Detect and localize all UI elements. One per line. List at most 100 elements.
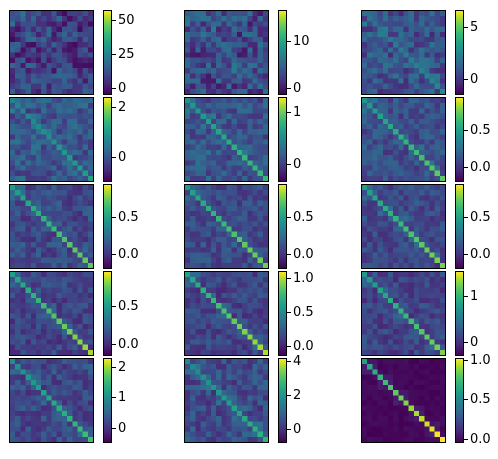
colorbar-tick — [464, 360, 468, 361]
heatmap-cells — [10, 185, 93, 268]
colorbar-tick-label: 0 — [293, 81, 302, 96]
colorbar-tick — [112, 88, 116, 89]
colorbar-tick — [287, 312, 291, 313]
colorbar-tick-label: 0.5 — [293, 210, 314, 225]
colorbar-tick-label: 0.5 — [470, 392, 491, 407]
colorbar-tick — [112, 217, 116, 218]
heatmap-cells — [185, 272, 268, 355]
colorbar-tick-label: 0.0 — [118, 247, 139, 262]
colorbar — [103, 271, 112, 356]
colorbar — [103, 10, 112, 95]
colorbar-tick — [112, 107, 116, 108]
heatmap-cells — [185, 185, 268, 268]
colorbar-tick-label: 0.0 — [470, 160, 491, 175]
colorbar-tick — [287, 112, 291, 113]
colorbar-tick — [287, 88, 291, 89]
heatmap-matrix — [184, 97, 269, 182]
heatmap-matrix — [184, 10, 269, 95]
colorbar-tick — [112, 254, 116, 255]
heatmap-matrix — [361, 271, 446, 356]
heatmap-matrix — [9, 358, 94, 443]
colorbar-tick-label: 1 — [118, 390, 127, 405]
heatmap-cells — [362, 272, 445, 355]
colorbar-tick-label: 0.5 — [293, 305, 314, 320]
colorbar-tick-label: 1.0 — [470, 353, 491, 368]
colorbar-tick — [112, 20, 116, 21]
heatmap-matrix — [184, 358, 269, 443]
colorbar-tick — [287, 346, 291, 347]
heatmap-matrix — [184, 271, 269, 356]
colorbar-tick — [464, 342, 468, 343]
heatmap-cells — [362, 359, 445, 442]
heatmap-cells — [10, 359, 93, 442]
colorbar-tick-label: 1 — [470, 289, 479, 304]
colorbar-tick — [112, 428, 116, 429]
heatmap-matrix — [361, 10, 446, 95]
colorbar-tick-label: 0 — [293, 157, 302, 172]
colorbar-tick-label: 0.0 — [470, 247, 491, 262]
colorbar — [278, 271, 287, 356]
colorbar-tick — [464, 296, 468, 297]
heatmap-matrix — [184, 184, 269, 269]
colorbar-tick-label: 0 — [118, 81, 127, 96]
colorbar-tick — [287, 254, 291, 255]
heatmap-matrix — [9, 10, 94, 95]
colorbar-tick — [112, 157, 116, 158]
heatmap-matrix — [361, 358, 446, 443]
colorbar-tick-label: 50 — [118, 13, 135, 28]
colorbar-tick — [287, 429, 291, 430]
colorbar-tick — [287, 395, 291, 396]
colorbar-tick — [112, 54, 116, 55]
colorbar-tick-label: 4 — [293, 354, 302, 369]
heatmap-cells — [10, 98, 93, 181]
colorbar-tick-label: 10 — [293, 34, 310, 49]
colorbar-tick-label: 2 — [118, 100, 127, 115]
colorbar-tick-label: 0.0 — [293, 339, 314, 354]
colorbar-tick-label: 0 — [293, 422, 302, 437]
heatmap-cells — [185, 11, 268, 94]
colorbar-tick — [112, 397, 116, 398]
colorbar-tick-label: 25 — [118, 47, 135, 62]
colorbar — [455, 97, 464, 182]
heatmap-cells — [185, 98, 268, 181]
colorbar — [278, 97, 287, 182]
heatmap-matrix — [361, 184, 446, 269]
heatmap-matrix — [9, 184, 94, 269]
colorbar-tick-label: 0.5 — [470, 210, 491, 225]
colorbar — [103, 358, 112, 443]
colorbar-tick-label: 1.0 — [293, 271, 314, 286]
colorbar-tick-label: 0 — [118, 421, 127, 436]
colorbar-tick — [287, 41, 291, 42]
colorbar-tick — [112, 306, 116, 307]
colorbar-tick-label: 0 — [118, 150, 127, 165]
colorbar — [455, 184, 464, 269]
colorbar-tick — [464, 27, 468, 28]
colorbar-tick-label: 0.5 — [118, 210, 139, 225]
colorbar-tick — [464, 439, 468, 440]
colorbar-tick-label: 0.5 — [470, 123, 491, 138]
colorbar — [455, 358, 464, 443]
colorbar — [278, 358, 287, 443]
colorbar-tick-label: 1 — [293, 105, 302, 120]
colorbar-tick — [464, 217, 468, 218]
colorbar-tick — [112, 367, 116, 368]
colorbar-tick — [464, 254, 468, 255]
colorbar-tick-label: 2 — [293, 388, 302, 403]
heatmap-matrix — [361, 97, 446, 182]
colorbar-tick — [287, 164, 291, 165]
colorbar-tick-label: 0.0 — [118, 337, 139, 352]
colorbar — [455, 271, 464, 356]
colorbar-tick-label: 0.5 — [118, 299, 139, 314]
colorbar-tick — [464, 79, 468, 80]
colorbar-tick-label: 5 — [470, 20, 479, 35]
heatmap-matrix — [9, 271, 94, 356]
colorbar-tick — [464, 130, 468, 131]
heatmap-cells — [362, 11, 445, 94]
heatmap-cells — [10, 11, 93, 94]
colorbar-tick-label: 2 — [118, 360, 127, 375]
colorbar — [278, 10, 287, 95]
heatmap-cells — [10, 272, 93, 355]
heatmap-cells — [362, 185, 445, 268]
colorbar-tick — [287, 278, 291, 279]
